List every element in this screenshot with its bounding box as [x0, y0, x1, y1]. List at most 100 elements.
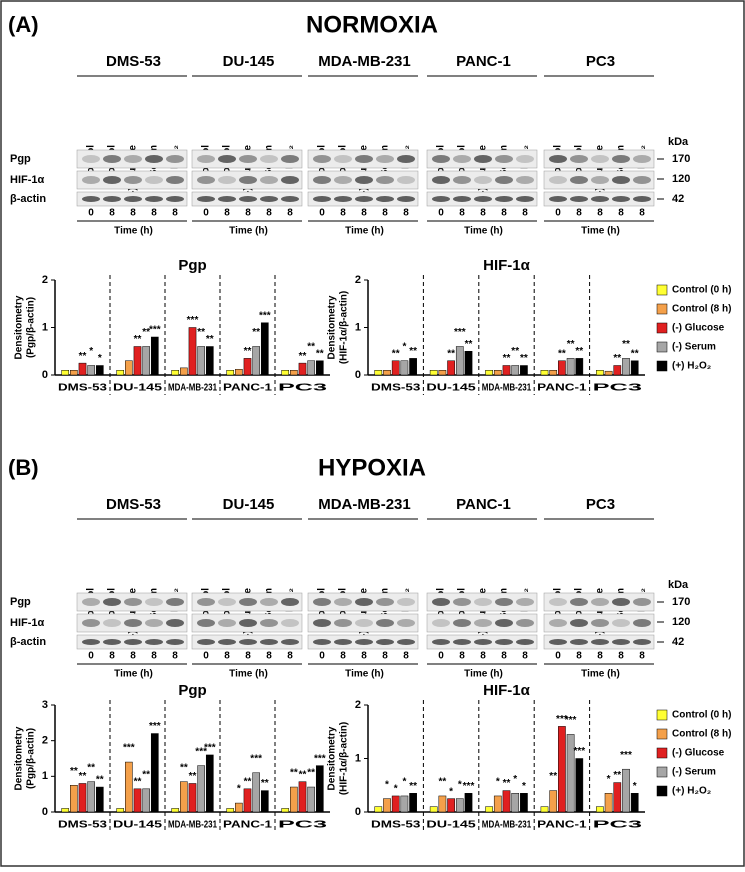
bar [260, 790, 269, 813]
blot-band [166, 196, 184, 202]
blot-band [612, 639, 630, 645]
bar [243, 788, 252, 813]
bar [260, 322, 269, 376]
time-value: 8 [639, 651, 645, 662]
blot-row-label: Pgp [10, 596, 31, 608]
bar [281, 808, 290, 813]
significance-label: * [237, 784, 241, 795]
blot-band [355, 176, 373, 184]
significance-label: ** [79, 351, 87, 362]
blot-band [612, 619, 630, 627]
blot-band [549, 598, 567, 606]
blot-band [633, 155, 651, 163]
bar [455, 346, 464, 376]
time-value: 8 [522, 651, 528, 662]
time-value: 0 [319, 208, 325, 219]
blot-strip [543, 592, 655, 612]
time-label: Time (h) [229, 669, 268, 680]
bar [447, 798, 455, 813]
significance-label: ** [503, 353, 511, 364]
panel-title: HYPOXIA [318, 454, 426, 481]
bar [150, 336, 159, 376]
bar [150, 733, 159, 813]
significance-label: ** [180, 762, 188, 773]
y-tick-label: 0 [42, 806, 48, 818]
bar [502, 365, 511, 376]
blot-strip [426, 613, 538, 633]
time-value: 8 [459, 651, 465, 662]
time-value: 8 [597, 651, 603, 662]
time-value: 8 [639, 208, 645, 219]
significance-label: ** [79, 771, 87, 782]
time-value: 8 [151, 208, 157, 219]
time-value: 8 [340, 651, 346, 662]
bar [566, 358, 575, 376]
y-tick-label: 2 [42, 274, 48, 286]
blot-band [591, 639, 609, 645]
blot-band [124, 619, 142, 627]
blot-band [239, 639, 257, 645]
bar [502, 790, 511, 813]
blot-band [145, 176, 163, 184]
blot-band [145, 598, 163, 606]
time-value: 8 [266, 208, 272, 219]
bar [116, 370, 125, 376]
significance-label: ** [392, 348, 400, 359]
bar [61, 808, 70, 813]
blot-band [376, 639, 394, 645]
time-value: 8 [480, 651, 486, 662]
bar [197, 765, 205, 813]
blot-band [197, 196, 215, 202]
significance-label: ** [575, 346, 583, 357]
blot-band [453, 196, 471, 202]
bar [596, 370, 604, 376]
x-tick-label: DU-145 [426, 820, 476, 831]
legend-swatch [656, 360, 668, 372]
bar [400, 360, 409, 376]
blot-strip [76, 149, 188, 169]
bar [374, 806, 383, 813]
blot-band [474, 598, 492, 606]
blot-band [124, 598, 142, 606]
blot-band [633, 639, 651, 645]
blot-strip [76, 592, 188, 612]
blot-band [281, 155, 299, 163]
bar [383, 798, 391, 813]
blot-strip [543, 170, 655, 190]
time-value: 0 [203, 208, 209, 219]
x-tick-label: DMS-53 [58, 820, 108, 831]
blot-band [397, 639, 415, 645]
blot-band [633, 196, 651, 202]
legend-label: Control (8 h) [672, 729, 731, 740]
significance-label: ** [511, 346, 519, 357]
panel-title: NORMOXIA [306, 11, 438, 38]
blot-band [453, 155, 471, 163]
blot-band [453, 619, 471, 627]
x-tick-label: DU-145 [113, 820, 163, 831]
time-value: 8 [287, 208, 293, 219]
blot-band [397, 155, 415, 163]
blot-band [124, 176, 142, 184]
blot-row-label: HIF-1α [10, 617, 45, 629]
legend-swatch [656, 303, 668, 315]
x-tick-label: DMS-53 [371, 820, 421, 831]
time-value: 8 [597, 208, 603, 219]
cell-line-header: PANC-1 [456, 496, 511, 513]
blot-band [313, 639, 331, 645]
blot-band [516, 196, 534, 202]
legend-label: (+) H₂O₂ [672, 786, 711, 797]
kda-label: kDa [668, 136, 689, 148]
x-tick-label: PC3 [278, 383, 328, 394]
blot-band [570, 176, 588, 184]
blot-band [239, 598, 257, 606]
legend-label: Control (0 h) [672, 285, 731, 296]
chart-title: HIF-1α [483, 257, 531, 274]
bar [205, 346, 214, 376]
blot-band [334, 196, 352, 202]
blot-band [591, 176, 609, 184]
significance-label: ** [409, 346, 417, 357]
bar [226, 370, 235, 376]
significance-label: * [449, 786, 453, 797]
blot-band [612, 598, 630, 606]
time-value: 8 [172, 651, 178, 662]
